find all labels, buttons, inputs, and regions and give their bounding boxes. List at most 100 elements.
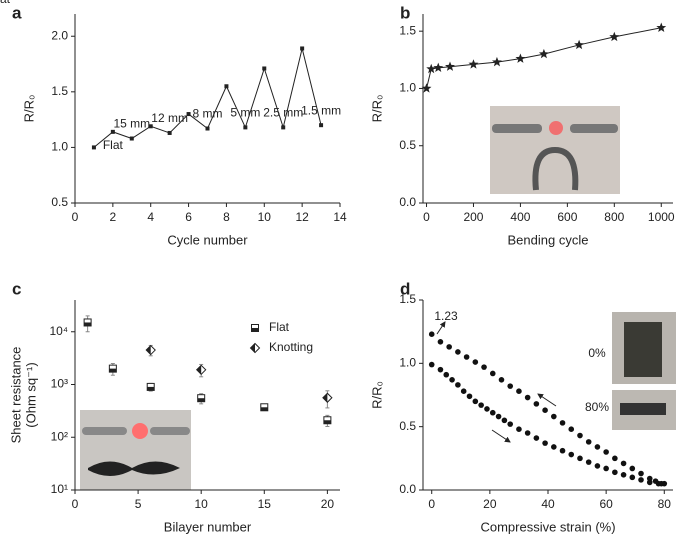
point [603,465,609,472]
point [638,470,644,477]
point [437,339,444,345]
marker-half [250,343,255,353]
x-tick-label: 6 [185,210,192,224]
point [542,407,548,414]
legend-label: Flat [269,320,290,334]
point [463,354,470,360]
annotation: 80% [585,400,609,414]
y-tick-label: 10³ [51,377,68,391]
x-tick-label: 10 [195,497,209,511]
point [538,48,549,59]
point [533,435,540,441]
point [612,455,618,462]
point [507,383,514,389]
point [262,66,267,71]
point [559,420,566,426]
annotation: 1.5 mm [301,103,341,117]
marker-half [322,393,328,403]
point [260,403,269,412]
point [524,394,531,401]
y-tick-label: 0.5 [51,195,68,209]
x-tick-label: 0 [423,210,430,224]
y-axis-label: Sheet resistance [8,347,23,444]
panel-letter: b [400,3,410,22]
panel-letter: d [400,279,410,298]
point [574,39,585,50]
point [489,370,496,377]
point [281,125,286,130]
point [455,349,461,355]
point [243,125,248,130]
point [612,469,618,476]
y-tick-label: 1.0 [51,140,68,154]
arrow [491,429,511,443]
marker-half [197,398,205,402]
x-tick-label: 400 [510,210,530,224]
annotation: Flat [103,138,124,152]
point [446,344,452,350]
x-tick-label: 200 [463,210,483,224]
point [428,331,435,338]
x-tick-label: 40 [541,497,555,511]
point [501,417,508,424]
y-tick-label: 0.0 [399,195,416,209]
point [146,382,155,391]
photo-inset-d [612,312,676,430]
x-axis-label: Bilayer number [164,519,252,534]
y-tick-label: 0.0 [399,482,416,496]
point [426,63,437,74]
legend-label: Knotting [269,340,313,354]
point [492,56,502,67]
point [603,449,609,455]
point [195,364,207,376]
point [445,61,455,71]
x-tick-label: 8 [223,210,230,224]
point [186,112,191,117]
point [559,447,566,454]
point [197,394,206,403]
x-axis-label: Cycle number [167,232,248,247]
legend-marker [249,342,261,354]
marker-half [84,322,92,326]
point [110,129,115,134]
point [83,318,92,327]
arrow [537,393,557,407]
y-tick-label: 0.5 [399,419,416,433]
y-tick-label: 1.5 [51,84,68,98]
marker-half [109,368,117,373]
y-axis-label: R/R₀ [369,95,384,123]
point [322,392,333,403]
annotation: 12 mm [151,111,188,125]
marker-half [147,386,155,391]
y-tick-label: 2.0 [51,28,68,42]
point [516,426,522,433]
point [498,377,505,383]
point [323,416,332,425]
point [542,440,548,446]
photo-inset-b [490,106,620,194]
x-tick-label: 2 [110,210,117,224]
point [472,359,479,365]
point [629,474,636,481]
x-tick-label: 60 [599,497,613,511]
annotation: Flat [0,0,11,6]
point [594,463,601,469]
panel-letter: c [12,279,21,298]
annotation: 5 mm [230,106,260,120]
x-tick-label: 1000 [648,210,675,224]
y-tick-label: 1.0 [399,81,416,95]
x-tick-label: 20 [321,497,335,511]
point [533,401,540,407]
point [652,478,659,484]
point [449,377,455,383]
point [484,406,490,412]
y-tick-label: 10⁴ [49,324,68,338]
point [472,398,479,405]
x-tick-label: 5 [135,497,142,511]
point [478,402,484,408]
point [620,472,627,478]
x-tick-label: 0 [72,210,79,224]
y-axis-label: R/R₀ [21,95,36,123]
x-tick-label: 800 [604,210,624,224]
